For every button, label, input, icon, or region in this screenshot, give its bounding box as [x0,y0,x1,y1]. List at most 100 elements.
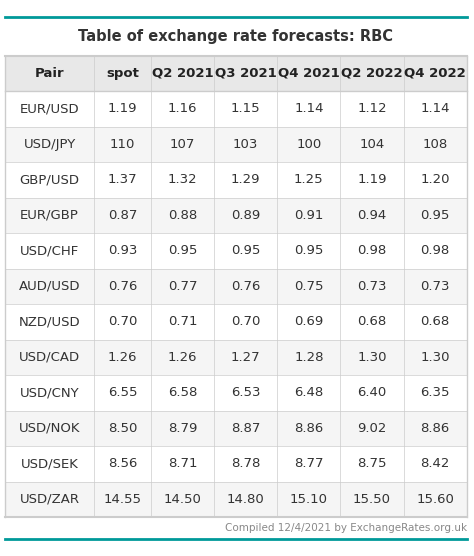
FancyBboxPatch shape [5,56,467,91]
Text: USD/CNY: USD/CNY [20,386,79,399]
Text: 6.48: 6.48 [294,386,323,399]
Text: 8.86: 8.86 [294,422,323,435]
Text: 0.95: 0.95 [294,244,324,257]
Text: 0.91: 0.91 [294,209,324,222]
Text: 0.95: 0.95 [168,244,197,257]
FancyBboxPatch shape [5,197,467,233]
Text: 6.40: 6.40 [357,386,387,399]
Text: 0.73: 0.73 [357,280,387,293]
Text: 0.76: 0.76 [231,280,260,293]
Text: 6.53: 6.53 [231,386,260,399]
Text: EUR/GBP: EUR/GBP [20,209,79,222]
Text: 8.42: 8.42 [420,458,450,470]
Text: 108: 108 [422,138,448,151]
Text: Table of exchange rate forecasts: RBC: Table of exchange rate forecasts: RBC [78,29,393,43]
Text: 0.68: 0.68 [357,315,387,329]
Text: 14.80: 14.80 [227,493,264,506]
Text: GBP/USD: GBP/USD [19,173,80,186]
Text: 1.15: 1.15 [231,102,261,115]
Text: USD/CHF: USD/CHF [20,244,79,257]
Text: 110: 110 [110,138,136,151]
Text: 1.19: 1.19 [108,102,137,115]
FancyBboxPatch shape [5,269,467,304]
Text: 0.71: 0.71 [168,315,197,329]
Text: 0.98: 0.98 [357,244,387,257]
Text: 0.77: 0.77 [168,280,197,293]
Text: 107: 107 [170,138,195,151]
Text: 0.70: 0.70 [108,315,137,329]
Text: USD/CAD: USD/CAD [19,351,80,364]
Text: USD/SEK: USD/SEK [21,458,79,470]
Text: 0.95: 0.95 [420,209,450,222]
FancyBboxPatch shape [5,304,467,340]
Text: Compiled 12/4/2021 by ExchangeRates.org.uk: Compiled 12/4/2021 by ExchangeRates.org.… [225,523,467,533]
Text: USD/NOK: USD/NOK [19,422,80,435]
FancyBboxPatch shape [5,340,467,375]
Text: 0.93: 0.93 [108,244,137,257]
Text: 0.73: 0.73 [420,280,450,293]
Text: 1.30: 1.30 [357,351,387,364]
Text: 8.78: 8.78 [231,458,260,470]
FancyBboxPatch shape [5,446,467,481]
FancyBboxPatch shape [5,481,467,517]
Text: 100: 100 [296,138,321,151]
Text: 1.32: 1.32 [168,173,197,186]
Text: 15.60: 15.60 [416,493,454,506]
Text: 8.79: 8.79 [168,422,197,435]
Text: 0.98: 0.98 [420,244,450,257]
Text: 1.19: 1.19 [357,173,387,186]
Text: Q4 2021: Q4 2021 [278,67,340,80]
Text: 1.29: 1.29 [231,173,260,186]
Text: Q2 2021: Q2 2021 [152,67,213,80]
Text: 0.75: 0.75 [294,280,324,293]
Text: 1.26: 1.26 [168,351,197,364]
Text: NZD/USD: NZD/USD [19,315,81,329]
Text: 1.16: 1.16 [168,102,197,115]
Text: 8.50: 8.50 [108,422,137,435]
Text: 1.20: 1.20 [420,173,450,186]
FancyBboxPatch shape [5,127,467,162]
Text: 6.55: 6.55 [108,386,137,399]
Text: 8.77: 8.77 [294,458,324,470]
Text: USD/JPY: USD/JPY [23,138,76,151]
FancyBboxPatch shape [5,233,467,269]
Text: 1.30: 1.30 [420,351,450,364]
Text: 8.56: 8.56 [108,458,137,470]
Text: 1.27: 1.27 [231,351,261,364]
Text: 0.68: 0.68 [420,315,450,329]
Text: 0.70: 0.70 [231,315,260,329]
Text: 14.50: 14.50 [164,493,201,506]
Text: 1.12: 1.12 [357,102,387,115]
Text: 0.88: 0.88 [168,209,197,222]
Text: 15.50: 15.50 [353,493,391,506]
FancyBboxPatch shape [5,375,467,410]
Text: 9.02: 9.02 [357,422,387,435]
Text: 0.95: 0.95 [231,244,260,257]
Text: 1.25: 1.25 [294,173,324,186]
Text: 103: 103 [233,138,258,151]
Text: 0.94: 0.94 [357,209,387,222]
Text: Q3 2021: Q3 2021 [215,67,276,80]
Text: Pair: Pair [35,67,64,80]
Text: 104: 104 [359,138,384,151]
Text: 14.55: 14.55 [104,493,142,506]
Text: 15.10: 15.10 [290,493,328,506]
Text: 1.28: 1.28 [294,351,324,364]
Text: 0.69: 0.69 [294,315,323,329]
Text: USD/ZAR: USD/ZAR [19,493,80,506]
FancyBboxPatch shape [5,410,467,446]
Text: 6.58: 6.58 [168,386,197,399]
Text: AUD/USD: AUD/USD [19,280,80,293]
Text: 0.76: 0.76 [108,280,137,293]
Text: 8.86: 8.86 [420,422,450,435]
Text: 1.14: 1.14 [294,102,324,115]
Text: 6.35: 6.35 [420,386,450,399]
Text: 0.87: 0.87 [108,209,137,222]
FancyBboxPatch shape [5,162,467,197]
Text: 1.14: 1.14 [420,102,450,115]
Text: 8.71: 8.71 [168,458,197,470]
Text: Q4 2022: Q4 2022 [404,67,466,80]
Text: 0.89: 0.89 [231,209,260,222]
FancyBboxPatch shape [5,91,467,127]
Text: EUR/USD: EUR/USD [20,102,79,115]
